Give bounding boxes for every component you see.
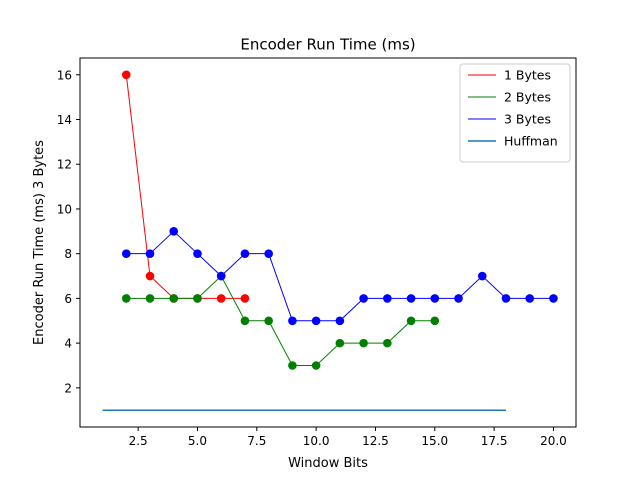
y-tick-label: 4 [64, 337, 72, 351]
y-axis-ticks: 2 4 6 8 10 12 14 16 [57, 68, 80, 395]
data-point-2-bytes [383, 338, 392, 348]
data-point-1-bytes [145, 271, 155, 281]
legend-label: Huffman [504, 134, 558, 149]
y-tick-label: 14 [57, 113, 72, 127]
series-layer [102, 70, 558, 411]
data-point-3-bytes [430, 294, 440, 303]
x-tick-label: 20.0 [540, 434, 567, 448]
data-point-2-bytes [288, 361, 297, 370]
series-line-1-bytes [125, 74, 245, 299]
data-point-1-bytes [240, 294, 250, 303]
plot-frame [79, 57, 577, 428]
y-tick-label: 6 [64, 292, 72, 306]
series-line-3-bytes [126, 230, 554, 322]
y-tick-label: 2 [64, 381, 72, 395]
y-tick-label: 16 [57, 68, 72, 82]
data-point-3-bytes [454, 294, 463, 303]
data-point-2-bytes [311, 361, 321, 370]
x-axis-label: Window Bits [288, 456, 368, 471]
data-point-3-bytes [359, 294, 368, 303]
data-point-3-bytes [525, 294, 535, 303]
data-point-2-bytes [264, 316, 273, 326]
data-point-2-bytes [145, 294, 155, 303]
data-point-3-bytes [501, 294, 511, 303]
legend: 1 Bytes 2 Bytes 3 Bytes Huffman [459, 63, 571, 163]
data-point-2-bytes [359, 338, 368, 348]
x-tick-label: 17.5 [481, 434, 508, 448]
data-point-3-bytes [311, 316, 321, 326]
data-point-3-bytes [549, 294, 558, 303]
data-point-3-bytes [121, 249, 131, 258]
data-point-1-bytes [121, 70, 131, 80]
x-tick-label: 7.5 [247, 434, 266, 448]
x-tick-label: 10.0 [303, 434, 330, 448]
data-point-1-bytes [216, 294, 226, 303]
data-point-3-bytes [288, 316, 297, 326]
data-point-2-bytes [121, 294, 131, 303]
data-point-2-bytes [430, 316, 440, 326]
data-point-2-bytes [240, 316, 250, 326]
x-tick-label: 15.0 [421, 434, 448, 448]
y-axis-label: Encoder Run Time (ms) 3 Bytes [32, 140, 47, 345]
data-point-2-bytes [193, 294, 202, 303]
data-point-3-bytes [216, 271, 226, 281]
legend-label: 2 Bytes [504, 90, 551, 105]
y-tick-label: 12 [57, 158, 72, 172]
y-tick-label: 8 [64, 247, 72, 261]
x-tick-label: 5.0 [188, 434, 207, 448]
data-point-3-bytes [335, 316, 345, 326]
data-point-3-bytes [145, 249, 155, 258]
data-point-3-bytes [240, 249, 250, 258]
legend-box [459, 63, 571, 163]
data-point-3-bytes [477, 271, 487, 281]
data-point-2-bytes [406, 316, 416, 326]
data-point-3-bytes [406, 294, 416, 303]
x-tick-label: 12.5 [362, 434, 389, 448]
x-axis-ticks: 2.5 5.0 7.5 10.0 12.5 15.0 17.5 20.0 [129, 427, 567, 448]
data-point-2-bytes [169, 294, 179, 303]
chart-title: Encoder Run Time (ms) [240, 36, 415, 54]
legend-label: 1 Bytes [504, 68, 551, 83]
data-point-3-bytes [169, 227, 179, 236]
y-tick-label: 10 [57, 202, 72, 216]
data-point-3-bytes [193, 249, 202, 258]
data-point-3-bytes [264, 249, 273, 258]
legend-label: 3 Bytes [504, 112, 551, 127]
data-point-3-bytes [383, 294, 392, 303]
x-tick-label: 2.5 [129, 434, 148, 448]
data-point-2-bytes [335, 338, 345, 348]
series-line-2-bytes [126, 275, 435, 366]
